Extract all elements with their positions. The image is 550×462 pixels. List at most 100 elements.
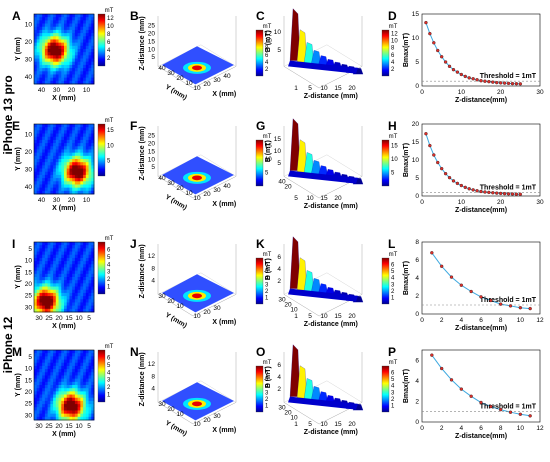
heatmap-cell-A	[77, 74, 81, 79]
heatmap-cell-I	[36, 245, 40, 249]
panel-letter-K: K	[256, 237, 265, 251]
heatmap-cell-E	[42, 124, 46, 128]
heatmap-cell-M	[53, 359, 57, 364]
zlabel-C: B (mT)	[265, 30, 272, 52]
xtick-B-2: 30	[213, 77, 221, 84]
heatmap-cell-A	[53, 17, 57, 21]
heatmap-cell-A	[55, 14, 59, 18]
heatmap-cell-E	[55, 130, 59, 134]
heatmap-cell-I	[42, 286, 46, 291]
heatmap-cell-E	[42, 190, 46, 195]
plot-frame-H	[421, 123, 541, 197]
heatmap-cell-M	[42, 375, 46, 380]
heatmap-cell-E	[58, 162, 62, 166]
heatmap-cell-I	[50, 245, 54, 249]
heatmap-cell-M	[55, 372, 59, 376]
heatmap-cell-I	[69, 277, 73, 281]
heatmap-cell-I	[39, 283, 43, 287]
heatmap-cell-M	[50, 353, 54, 357]
heatmap-cell-I	[61, 305, 65, 310]
heatmap-cell-A	[72, 45, 76, 50]
heatmap-cell-M	[66, 385, 70, 389]
heatmap-cell-E	[58, 130, 62, 134]
heatmap-cell-E	[44, 152, 49, 157]
heatmap-cell-E	[53, 162, 57, 166]
colorbar-tick-F-1: 10	[265, 157, 272, 163]
ztick-B-1: 10	[148, 46, 156, 53]
heatmap-cell-A	[83, 58, 87, 63]
heatmap-cell-E	[85, 143, 89, 147]
heatmap-cell-A	[55, 29, 59, 34]
heatmap-cell-M	[53, 378, 57, 383]
xtick-O-0: 1	[294, 421, 298, 428]
data-point-H-5	[443, 172, 448, 176]
heatmap-cell-M	[61, 404, 65, 408]
heatmap-cell-A	[34, 61, 38, 66]
colorbar-unit-E: mT	[105, 118, 114, 124]
heatmap-cell-M	[83, 397, 87, 402]
heatmap-cell-A	[58, 33, 62, 37]
heatmap-cell-E	[85, 184, 89, 189]
heatmap-cell-E	[80, 162, 84, 166]
heatmap-cell-E	[42, 174, 46, 179]
heatmap-cell-A	[36, 14, 40, 18]
heatmap-cell-E	[66, 152, 70, 157]
heatmap-cell-E	[74, 159, 79, 163]
heatmap-cell-I	[72, 273, 76, 278]
heatmap-cell-A	[64, 55, 68, 59]
heatmap-cell-A	[83, 36, 87, 40]
heatmap-cell-E	[36, 190, 40, 195]
heatmap-cell-A	[77, 29, 81, 34]
heatmap-cell-A	[91, 20, 95, 24]
heatmap-cell-E	[42, 139, 46, 144]
heatmap-E	[34, 124, 95, 195]
heatmap-cell-M	[39, 404, 43, 408]
heatmap-cell-I	[72, 280, 76, 284]
heatmap-cell-M	[34, 378, 38, 383]
colorbar-tick-I-4: 5	[107, 255, 111, 261]
heatmap-cell-M	[64, 397, 68, 402]
heatmap-cell-E	[36, 143, 40, 147]
heatmap-cell-I	[64, 254, 68, 259]
heatmap-cell-I	[50, 296, 54, 300]
panel-letter-N: N	[130, 345, 139, 359]
heatmap-cell-I	[50, 299, 54, 303]
ylabel-N: Y (mm)	[164, 420, 188, 438]
heatmap-cell-E	[50, 174, 54, 179]
heatmap-cell-M	[39, 369, 43, 373]
heatmap-cell-E	[85, 139, 89, 144]
heatmap-cell-E	[77, 168, 81, 173]
heatmap-cell-A	[69, 74, 73, 79]
heatmap-cell-A	[83, 14, 87, 18]
colorbar-tick-J-2: 3	[265, 282, 269, 288]
heatmap-cell-A	[91, 42, 95, 47]
ztick-B-2: 15	[148, 38, 156, 45]
heatmap-cell-A	[66, 74, 70, 79]
ytick-P-1: 2	[415, 398, 419, 405]
heatmap-cell-A	[66, 23, 70, 28]
heatmap-cell-E	[64, 155, 68, 160]
heatmap-cell-I	[42, 305, 46, 310]
heatmap-cell-E	[83, 168, 87, 173]
heatmap-cell-A	[47, 29, 51, 34]
heatmap-cell-A	[61, 26, 65, 31]
data-point-H-8	[455, 181, 460, 186]
heatmap-cell-E	[72, 190, 76, 195]
heatmap-cell-M	[42, 388, 46, 392]
heatmap-cell-A	[74, 42, 79, 47]
heatmap-cell-M	[77, 353, 81, 357]
heatmap-cell-E	[61, 124, 65, 128]
heatmap-cell-E	[55, 124, 59, 128]
data-point-P-1	[440, 366, 444, 371]
ylabel-D: Bmax(mT)	[403, 33, 410, 67]
heatmap-cell-A	[83, 17, 87, 21]
heatmap-cell-A	[72, 80, 76, 85]
heatmap-frame-I	[33, 241, 95, 313]
heatmap-cell-E	[61, 152, 65, 157]
heatmap-cell-I	[74, 286, 79, 291]
heatmap-cell-I	[53, 292, 57, 297]
